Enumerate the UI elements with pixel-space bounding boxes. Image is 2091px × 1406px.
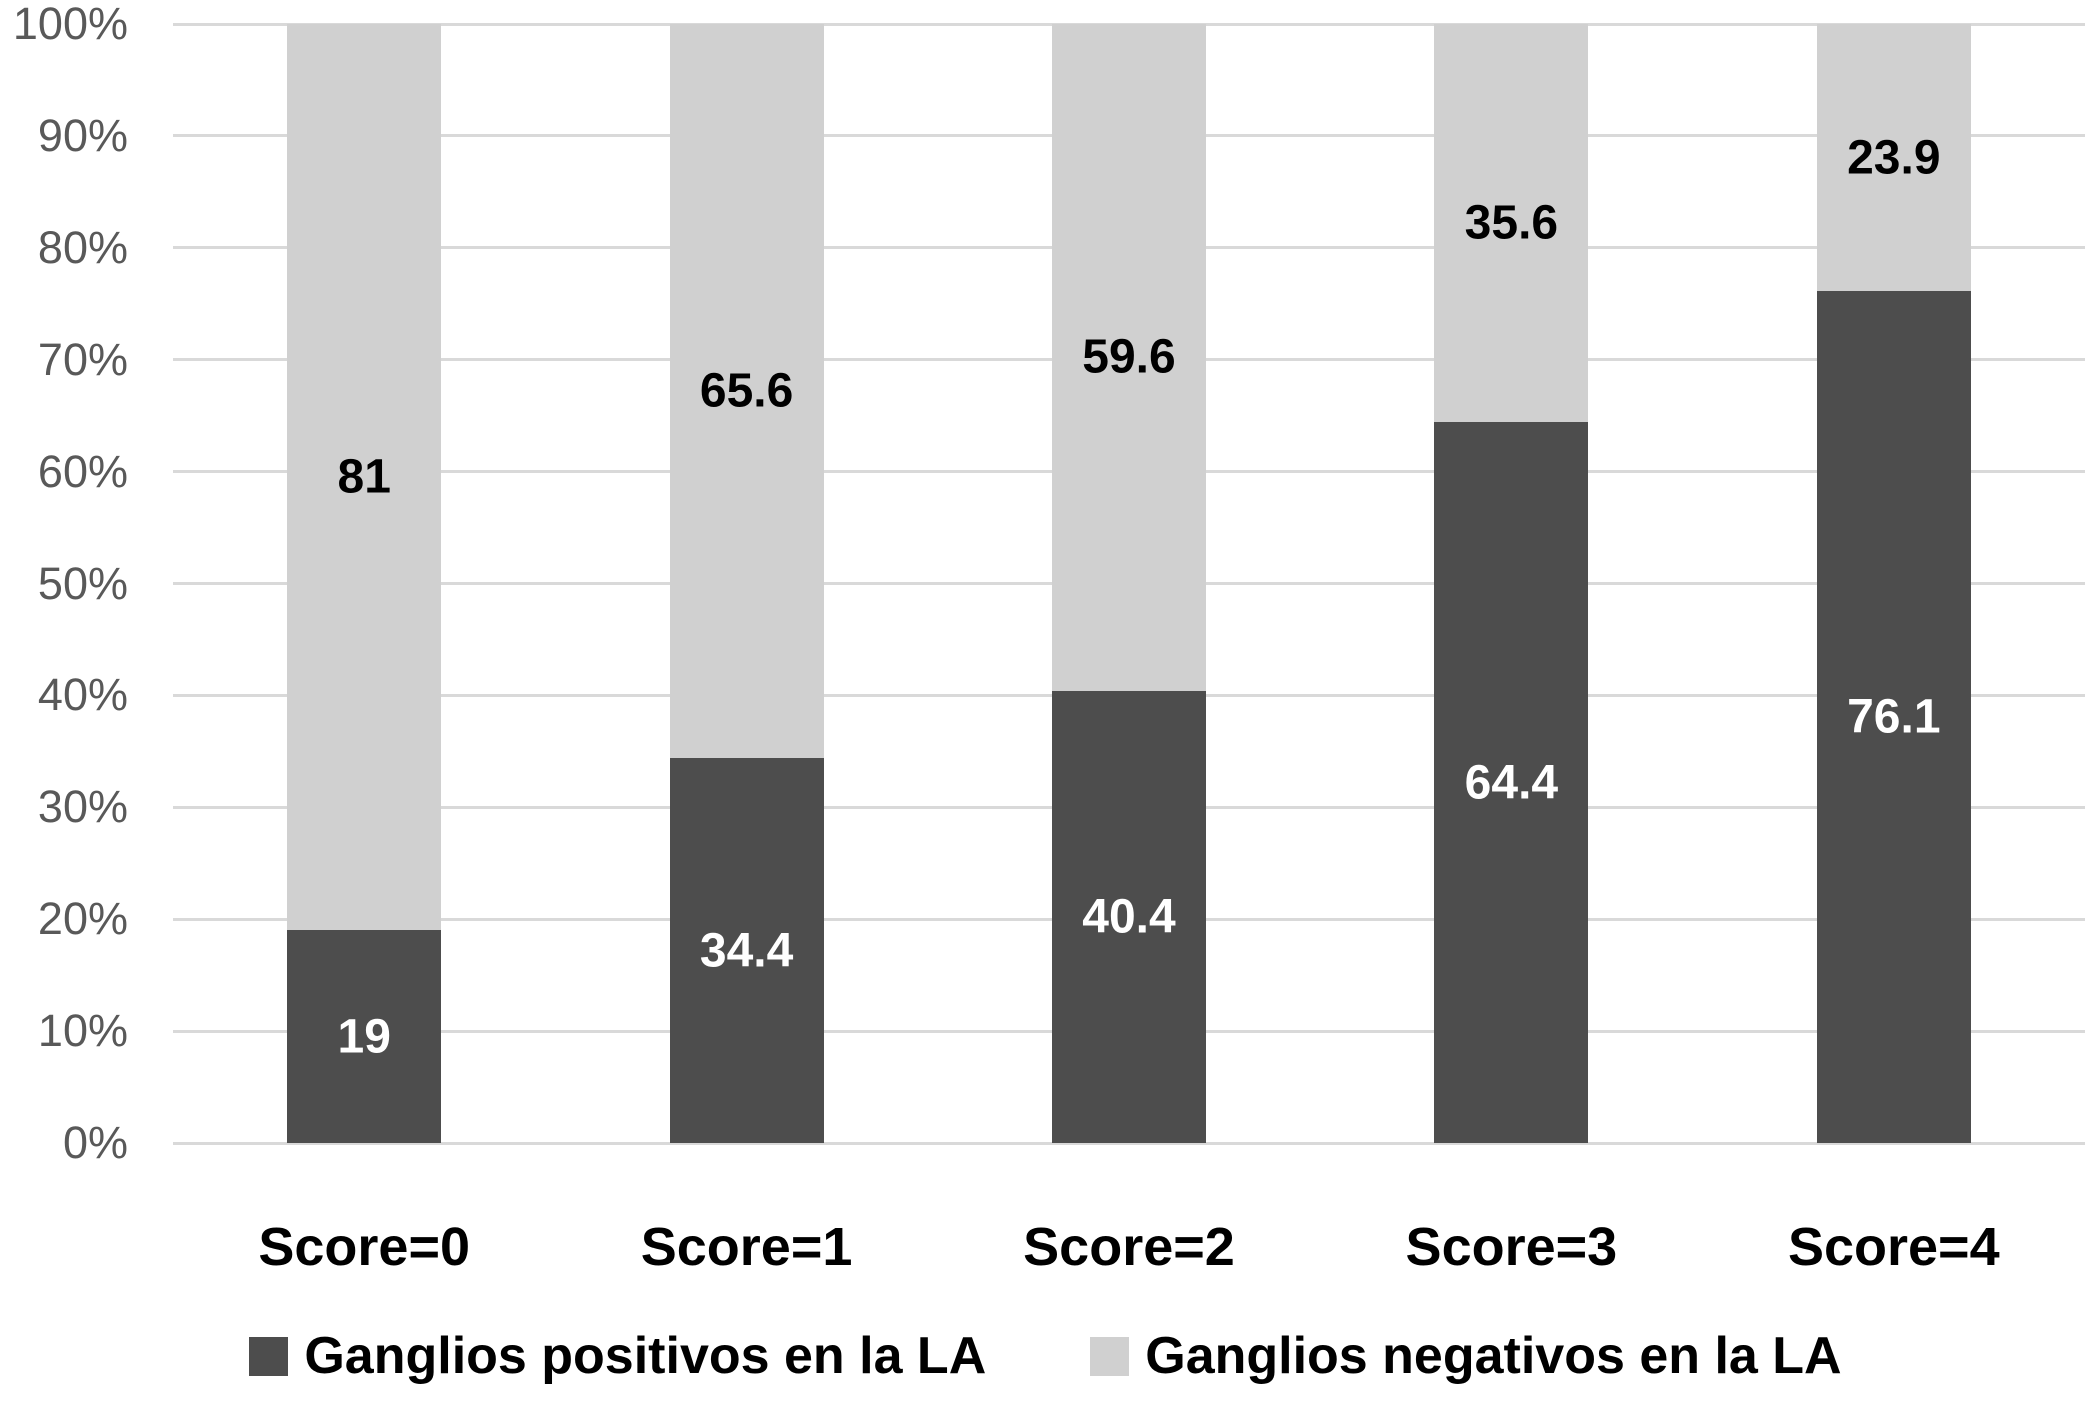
- bar-value-label: 23.9: [1847, 131, 1941, 185]
- y-axis-tick-label: 10%: [37, 1005, 128, 1057]
- bar-segment-negativos: [1052, 24, 1206, 691]
- bar-segment-negativos: [669, 24, 824, 759]
- bar-value-label: 40.4: [1082, 890, 1176, 944]
- bar-value-label: 64.4: [1464, 756, 1559, 810]
- y-axis-tick-label: 40%: [37, 669, 128, 721]
- bar-segment-negativos: [1816, 24, 1971, 292]
- legend-swatch-negativos-icon: [1090, 1336, 1130, 1376]
- bar-segment-negativos: [1434, 24, 1589, 423]
- y-axis-tick-label: 30%: [37, 781, 128, 833]
- y-axis-tick-label: 20%: [37, 893, 128, 945]
- legend-label-negativos: Ganglios negativos en la LA: [1145, 1327, 1842, 1385]
- bar-value-label: 76.1: [1847, 690, 1941, 744]
- bar-value-label: 35.6: [1464, 196, 1559, 250]
- y-axis-tick-label: 0%: [62, 1117, 128, 1168]
- bar-value-label: 65.6: [699, 364, 794, 418]
- bar-segment-positivos: [669, 758, 824, 1143]
- x-axis-category-label: Score=1: [640, 1217, 853, 1277]
- y-axis-tick-label: 90%: [37, 109, 128, 161]
- y-axis-tick-label: 80%: [37, 221, 128, 273]
- legend-item-ganglios-positivos: Ganglios positivos en la LA: [249, 1326, 986, 1386]
- legend-swatch-positivos-icon: [249, 1336, 289, 1376]
- y-axis-tick-label: 60%: [37, 445, 128, 497]
- bar-value-label: 81: [337, 450, 391, 504]
- bar-segment-positivos: [1434, 422, 1589, 1143]
- y-axis-tick-label: 100%: [12, 0, 128, 49]
- gridline: [173, 1141, 2085, 1145]
- bar-segment-positivos: [287, 930, 442, 1143]
- bar-segment-negativos: [287, 24, 442, 931]
- bar-segment-positivos: [1052, 690, 1206, 1143]
- x-axis-category-label: Score=2: [1023, 1217, 1235, 1277]
- x-axis-category-label: Score=4: [1787, 1217, 2000, 1277]
- x-axis-category-label: Score=3: [1405, 1217, 1618, 1277]
- y-axis-tick-label: 50%: [37, 557, 128, 609]
- bar-value-label: 59.6: [1082, 330, 1176, 384]
- plot-area: 19 81 34.4 65.6 40.4 59.6 64.4 35.6 76.1 23.9: [173, 22, 2085, 1145]
- bar-segment-positivos: [1816, 291, 1971, 1143]
- legend: Ganglios positivos en la LA Ganglios neg…: [0, 1326, 2091, 1386]
- bar-value-label: 19: [337, 1010, 391, 1064]
- x-axis-category-label: Score=0: [258, 1217, 471, 1277]
- y-axis-tick-label: 70%: [37, 333, 128, 385]
- bar-value-label: 34.4: [699, 924, 794, 978]
- legend-label-positivos: Ganglios positivos en la LA: [304, 1327, 987, 1385]
- gridline: [173, 22, 2085, 26]
- legend-item-ganglios-negativos: Ganglios negativos en la LA: [1090, 1326, 1842, 1386]
